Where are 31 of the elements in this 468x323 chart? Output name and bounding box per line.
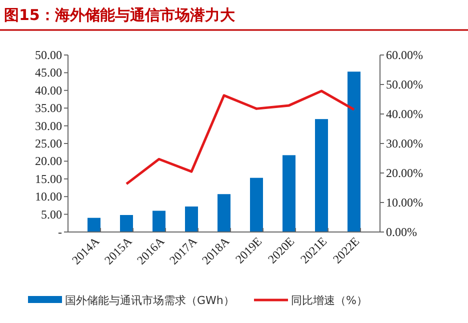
- bar: [152, 210, 166, 232]
- legend-label: 同比增速（%）: [291, 294, 368, 307]
- bar: [348, 72, 360, 232]
- bar: [282, 155, 296, 232]
- legend-label: 国外储能与通讯市场需求（GWh）: [65, 294, 234, 307]
- y-tick-label: 30.00: [35, 118, 62, 133]
- y-tick-label: 35.00: [35, 101, 62, 116]
- y2-tick-label: 60.00%: [386, 48, 423, 62]
- bar: [315, 119, 328, 232]
- bar: [88, 218, 100, 232]
- chart-title: 图15：海外储能与通信市场潜力大: [4, 6, 236, 24]
- y-tick-label: 40.00: [35, 83, 62, 98]
- line-series: [125, 90, 356, 186]
- bar: [120, 215, 133, 232]
- y2-tick-label: 40.00%: [386, 107, 423, 121]
- y-tick-label: 10.00: [35, 190, 62, 204]
- y2-tick-label: 0.00%: [386, 225, 417, 239]
- y-tick-label: 50.00: [35, 48, 62, 62]
- y2-tick-label: 20.00%: [386, 166, 423, 180]
- y2-tick-label: 50.00%: [386, 78, 423, 92]
- y-tick-label: -: [58, 225, 62, 239]
- y2-tick-label: 10.00%: [386, 196, 423, 210]
- y-tick-label: 5.00: [41, 207, 62, 222]
- bar: [185, 206, 198, 232]
- bar: [218, 194, 230, 232]
- y-tick-label: 45.00: [35, 66, 62, 80]
- bar: [250, 178, 263, 232]
- y-tick-label: 15.00: [35, 172, 62, 186]
- y-tick-label: 20.00: [35, 154, 62, 168]
- y-tick-label: 25.00: [35, 136, 62, 150]
- y2-tick-label: 30.00%: [386, 136, 423, 150]
